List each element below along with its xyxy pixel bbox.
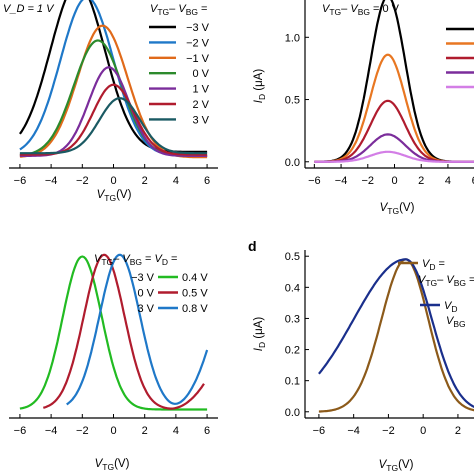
x-tick-label-3-4: 2 bbox=[455, 425, 461, 437]
legend-label-0-4: 1 V bbox=[192, 84, 209, 96]
x-tick-label-1-5: 4 bbox=[445, 175, 451, 187]
x-tick-label-2-5: 4 bbox=[173, 425, 179, 437]
x-tick-label-1-0: −6 bbox=[308, 175, 321, 187]
x-tick-label-2-4: 2 bbox=[142, 425, 148, 437]
x-tick-label-2-3: 0 bbox=[110, 425, 116, 437]
x-axis-label-0: VTG(V) bbox=[97, 189, 132, 203]
series-line-0-2 bbox=[19, 24, 208, 159]
series-line-1-1 bbox=[314, 53, 474, 163]
x-tick-label-2-1: −4 bbox=[45, 425, 58, 437]
x-tick-label-3-2: −2 bbox=[382, 425, 395, 437]
x-tick-label-0-0: −6 bbox=[14, 175, 27, 187]
y-tick-label-1-2: 1.0 bbox=[285, 32, 300, 44]
legend-title-1: VTG– VBG = 0 V bbox=[322, 3, 400, 17]
series-line-2-1 bbox=[42, 253, 205, 410]
x-tick-label-2-6: 6 bbox=[204, 425, 210, 437]
series-line-2-2 bbox=[66, 253, 209, 406]
y-axis-label-3: ID (μA) bbox=[253, 317, 267, 352]
x-tick-label-0-2: −2 bbox=[76, 175, 89, 187]
series-line-1-0 bbox=[314, 0, 474, 163]
x-tick-label-1-2: −2 bbox=[362, 175, 375, 187]
bias-note-0: V_D = 1 V bbox=[3, 3, 55, 15]
x-tick-label-0-5: 4 bbox=[173, 175, 179, 187]
legend-row-3-2: VD bbox=[444, 300, 457, 314]
legend-label-0-2: −1 V bbox=[186, 53, 210, 65]
x-axis-label-1: VTG(V) bbox=[380, 202, 415, 216]
y-tick-label-1-1: 0.5 bbox=[285, 95, 300, 107]
legend-row-left-2-0: −3 V bbox=[131, 272, 155, 284]
legend-row-right-2-1: 0.5 V bbox=[182, 288, 208, 300]
panel-label-d: d bbox=[248, 238, 257, 254]
x-tick-label-0-4: 2 bbox=[142, 175, 148, 187]
x-tick-label-1-3: 0 bbox=[391, 175, 397, 187]
x-axis-label-2: VTG(V) bbox=[95, 458, 130, 472]
x-tick-label-0-6: 6 bbox=[204, 175, 210, 187]
x-tick-label-3-1: −4 bbox=[347, 425, 360, 437]
x-tick-label-3-0: −6 bbox=[313, 425, 326, 437]
legend-row-3-0: VD = bbox=[422, 258, 445, 272]
legend-row-right-2-0: 0.4 V bbox=[182, 272, 208, 284]
legend-row-left-2-1: 0 V bbox=[137, 288, 154, 300]
legend-label-0-1: −2 V bbox=[186, 37, 210, 49]
legend-label-0-3: 0 V bbox=[192, 68, 209, 80]
series-line-0-6 bbox=[19, 97, 208, 155]
x-tick-label-3-3: 0 bbox=[420, 425, 426, 437]
legend-label-0-5: 2 V bbox=[192, 99, 209, 111]
legend-row-3-3: VBG bbox=[446, 315, 466, 329]
legend-row-3-1: VTG– VBG = bbox=[418, 274, 474, 288]
series-line-0-0 bbox=[19, 0, 208, 153]
x-tick-label-0-1: −4 bbox=[45, 175, 58, 187]
x-tick-label-1-6: 6 bbox=[472, 175, 474, 187]
legend-row-left-2-2: 3 V bbox=[137, 303, 154, 315]
legend-title-2: VTG– VBG = VD = bbox=[94, 253, 177, 267]
x-tick-label-1-1: −4 bbox=[335, 175, 348, 187]
series-line-1-4 bbox=[314, 150, 474, 163]
y-axis-label-1: ID (μA) bbox=[253, 69, 267, 104]
y-tick-label-3-3: 0.3 bbox=[285, 313, 300, 325]
legend-row-right-2-2: 0.8 V bbox=[182, 303, 208, 315]
x-tick-label-1-4: 2 bbox=[418, 175, 424, 187]
series-line-3-1 bbox=[318, 258, 474, 409]
y-tick-label-3-0: 0.0 bbox=[285, 407, 300, 419]
legend-label-0-6: 3 V bbox=[192, 114, 209, 126]
y-tick-label-3-1: 0.1 bbox=[285, 376, 300, 388]
legend-title-0: VTG– VBG = bbox=[150, 3, 207, 17]
y-tick-label-3-2: 0.2 bbox=[285, 345, 300, 357]
x-axis-label-3: VTG(V) bbox=[379, 459, 414, 473]
series-line-2-0 bbox=[19, 255, 208, 411]
x-tick-label-0-3: 0 bbox=[110, 175, 116, 187]
y-tick-label-1-0: 0.0 bbox=[285, 157, 300, 169]
x-tick-label-2-0: −6 bbox=[14, 425, 27, 437]
y-tick-label-3-4: 0.4 bbox=[285, 282, 300, 294]
y-tick-label-3-5: 0.5 bbox=[285, 251, 300, 263]
x-tick-label-2-2: −2 bbox=[76, 425, 89, 437]
legend-label-0-0: −3 V bbox=[186, 22, 210, 34]
